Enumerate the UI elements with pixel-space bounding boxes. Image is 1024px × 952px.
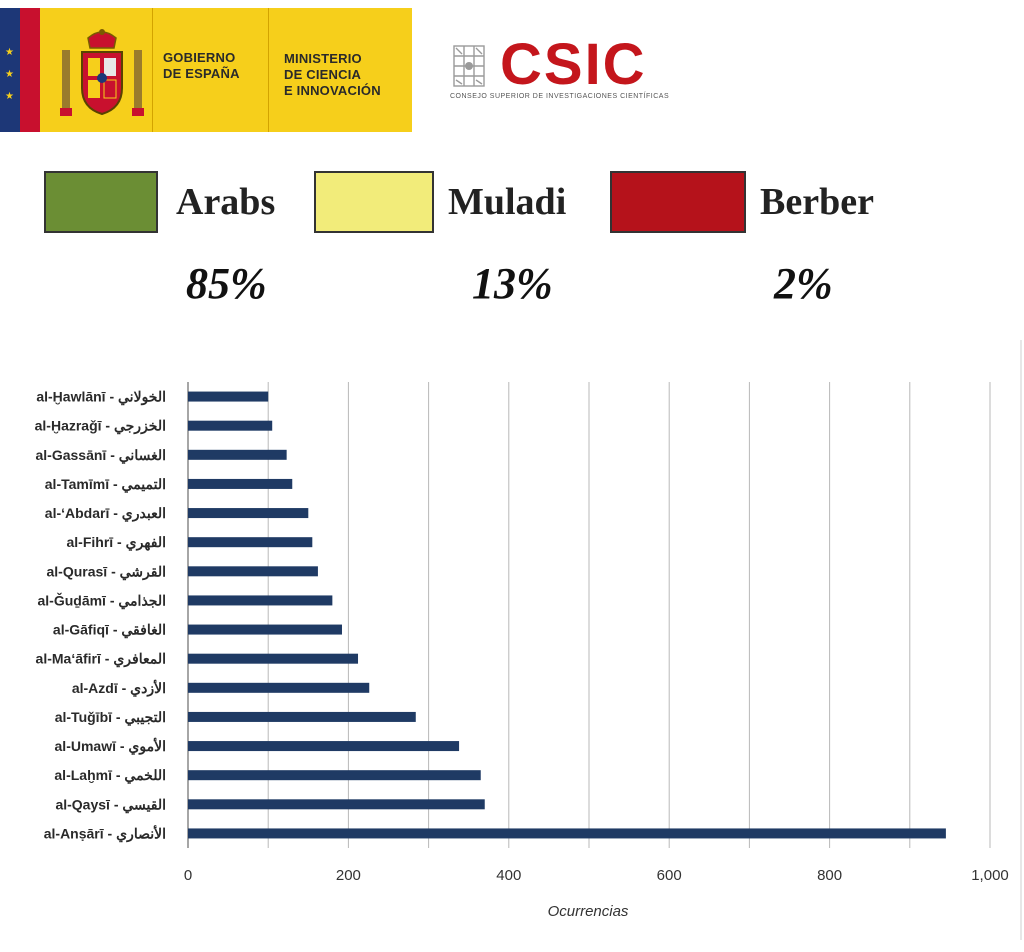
category-label: al-Qaysī - القيسي <box>55 796 166 813</box>
legend-label-berber: Berber <box>760 181 874 223</box>
category-label: al-ʻAbdarī - العبدري <box>45 505 166 522</box>
category-label: al-Umawī - الأموي <box>55 737 166 755</box>
x-axis-title: Ocurrencias <box>548 903 629 920</box>
category-label: al-Gāfiqī - الغافقي <box>53 622 166 639</box>
x-tick-label: 400 <box>496 867 521 884</box>
gobierno-label-line2: DE ESPAÑA <box>163 66 240 81</box>
csic-emblem-icon <box>453 45 485 87</box>
x-tick-labels: 0 200 400 600 800 1,000 <box>184 867 1009 884</box>
bar <box>188 799 485 810</box>
category-labels: al-Ḫawlānī - الخولاني al-Ḫazraǧī - الخزرج… <box>35 389 166 843</box>
legend-swatch-muladi <box>314 171 434 233</box>
bar <box>188 828 946 839</box>
csic-logo: CSIC CONSEJO SUPERIOR DE INVESTIGACIONES… <box>448 34 688 106</box>
legend-percent-arabs: 85% <box>186 259 267 308</box>
ministerio-label-line1: MINISTERIO <box>284 51 362 66</box>
csic-wordmark: CSIC <box>500 32 647 97</box>
bar <box>188 682 370 693</box>
bar <box>188 391 269 402</box>
csic-subtitle: CONSEJO SUPERIOR DE INVESTIGACIONES CIEN… <box>450 93 670 100</box>
category-label: al-Anṣārī - الأنصاري <box>44 824 166 842</box>
eu-spain-flag-strip: ★ ★ ★ <box>0 8 40 132</box>
bar <box>188 420 273 431</box>
category-label: al-Fihrī - الفهري <box>67 534 167 551</box>
gobierno-ministerio-logo: ★ ★ ★ GOBIERNO DE ESPAÑA MINISTERIO DE C… <box>0 8 412 132</box>
bar <box>188 537 313 548</box>
x-tick-label: 200 <box>336 867 361 884</box>
bar <box>188 478 293 489</box>
bar <box>188 741 460 752</box>
ministerio-label-line2: DE CIENCIA <box>284 67 362 82</box>
bar <box>188 595 333 606</box>
legend-label-muladi: Muladi <box>448 181 567 223</box>
bars <box>188 391 946 839</box>
category-label: al-Gassānī - الغساني <box>36 447 167 464</box>
surname-occurrences-bar-chart: al-Ḫawlānī - الخولاني al-Ḫazraǧī - الخزرج… <box>35 340 1022 940</box>
category-label: al-Azdī - الأزدي <box>72 679 166 697</box>
x-tick-label: 1,000 <box>971 867 1009 884</box>
bar <box>188 624 342 635</box>
bar <box>188 566 318 577</box>
legend-label-arabs: Arabs <box>176 181 276 223</box>
bar <box>188 508 309 519</box>
ministerio-label-line3: E INNOVACIÓN <box>284 83 381 98</box>
category-label: al-Tamīmī - التميمي <box>45 476 166 493</box>
legend-percent-berber: 2% <box>774 259 833 308</box>
x-tick-label: 800 <box>817 867 842 884</box>
bar <box>188 711 416 722</box>
legend-swatch-arabs <box>44 171 158 233</box>
x-tick-label: 600 <box>657 867 682 884</box>
category-label: al-Ḫazraǧī - الخزرجي <box>35 418 166 435</box>
gobierno-label-line1: GOBIERNO <box>163 50 236 65</box>
category-label: al-Ḫawlānī - الخولاني <box>36 389 166 406</box>
legend-percent-muladi: 13% <box>472 259 553 308</box>
x-tick-label: 0 <box>184 867 192 884</box>
category-label: al-Tuǧībī - التجيبي <box>55 709 166 726</box>
coat-of-arms-icon <box>60 29 144 116</box>
category-label: al-Ǧuḏāmī - الجذامي <box>37 591 166 609</box>
bar <box>188 449 287 460</box>
category-label: al-Qurasī - القرشي <box>46 563 166 580</box>
bar <box>188 770 481 781</box>
bar <box>188 653 359 664</box>
category-label: al-Maʻāfirī - المعافري <box>36 651 166 668</box>
legend-swatch-berber <box>610 171 746 233</box>
category-label: al-Laḫmī - اللخمي <box>54 767 166 784</box>
